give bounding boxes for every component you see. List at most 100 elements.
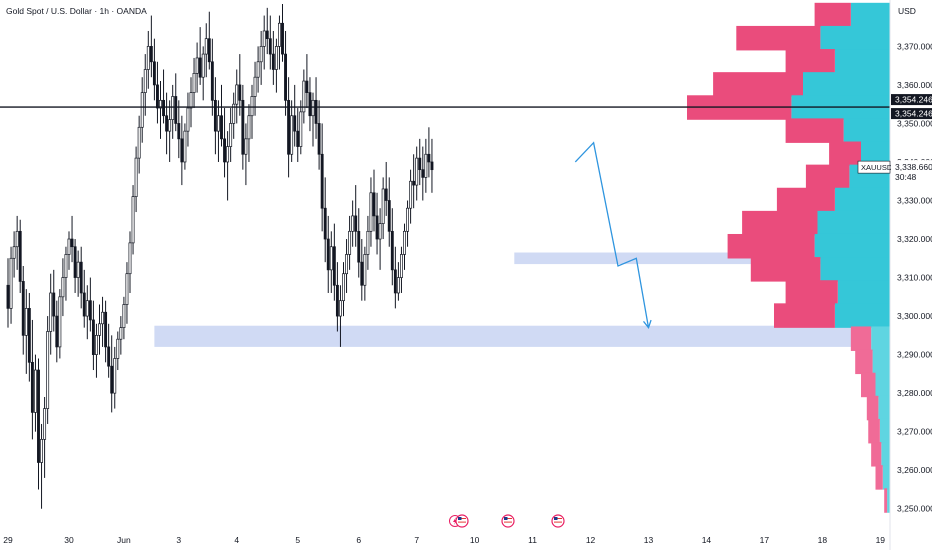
support-zone[interactable] xyxy=(514,252,832,265)
candle-up xyxy=(40,439,44,463)
candle-down xyxy=(372,192,376,217)
volume-profile-buy-bar xyxy=(834,49,890,74)
volume-profile-sell-bar xyxy=(785,49,835,74)
candle-down xyxy=(88,300,92,321)
candle-up xyxy=(113,358,117,394)
hline-price-label: 3,354.246 xyxy=(895,95,932,105)
volume-profile-sell-bar xyxy=(855,349,873,375)
candle-down xyxy=(104,311,108,348)
candle-up xyxy=(61,277,65,298)
symbol-tag-label: XAUUSD xyxy=(861,163,893,172)
candle-up xyxy=(137,126,141,159)
candle-up xyxy=(131,196,135,244)
candle-down xyxy=(308,92,312,117)
candle-up xyxy=(76,261,80,278)
candle-down xyxy=(430,161,434,171)
time-axis[interactable]: 2930Jun34567101112131417181920212425 xyxy=(3,535,932,545)
projection-arrow-layer[interactable] xyxy=(574,141,652,329)
zones-layer xyxy=(154,252,866,347)
candle-up xyxy=(378,223,382,240)
candle-down xyxy=(177,123,181,140)
us-flag-icon[interactable] xyxy=(551,514,565,528)
volume-profile-sell-bar xyxy=(736,25,821,51)
volume-profile-sell-bar xyxy=(850,326,872,351)
flash-bolt xyxy=(453,517,457,525)
volume-profile-sell-bar xyxy=(776,187,835,213)
candle-down xyxy=(149,46,153,63)
candle-down xyxy=(156,84,159,109)
candle-up xyxy=(94,335,98,355)
candle-up xyxy=(259,46,263,63)
candle-down xyxy=(323,207,327,240)
candle-down xyxy=(265,30,269,40)
volume-profile-sell-bar xyxy=(866,395,879,421)
volume-profile-sell-bar xyxy=(829,141,861,167)
candle-up xyxy=(247,115,251,140)
candle-up xyxy=(311,99,315,117)
candle-down xyxy=(427,153,431,163)
candle-up xyxy=(49,292,53,332)
candle-up xyxy=(415,157,419,186)
y-tick-label: 3,370.000 xyxy=(897,41,932,51)
volume-profile-sell-bar xyxy=(884,488,888,513)
volume-profile-sell-bar xyxy=(875,465,883,490)
candle-up xyxy=(342,273,345,302)
candle-up xyxy=(159,99,162,109)
y-tick-label: 3,320.000 xyxy=(897,234,932,244)
candle-up xyxy=(125,273,129,305)
currency-label[interactable]: USD xyxy=(898,6,916,16)
projection-path[interactable] xyxy=(574,141,650,328)
candle-down xyxy=(281,22,284,55)
candle-down xyxy=(198,57,202,78)
y-tick-label: 3,350.000 xyxy=(897,118,932,128)
candle-up xyxy=(381,188,385,224)
candle-up xyxy=(119,327,123,340)
x-tick-label: 6 xyxy=(356,535,361,545)
candle-down xyxy=(387,200,391,232)
candle-up xyxy=(186,107,190,132)
candle-up xyxy=(351,215,355,232)
volume-profile-buy-bar xyxy=(834,303,890,328)
candle-up xyxy=(64,254,68,278)
support-zone[interactable] xyxy=(154,325,866,347)
candle-down xyxy=(6,284,10,309)
candle-down xyxy=(393,269,397,294)
candle-up xyxy=(183,130,187,163)
candle-down xyxy=(220,115,223,140)
x-tick-label: 30 xyxy=(64,535,74,545)
candle-down xyxy=(412,180,416,186)
event-icons-layer[interactable] xyxy=(449,514,565,528)
volume-profile-buy-bar xyxy=(820,257,890,282)
candle-up xyxy=(168,119,172,132)
candle-down xyxy=(52,292,56,317)
volume-profile-buy-bar xyxy=(875,372,890,398)
candle-up xyxy=(98,323,101,336)
candle-up xyxy=(171,96,175,120)
candle-up xyxy=(12,246,16,259)
candle-up xyxy=(235,84,239,105)
projection-arrowhead[interactable] xyxy=(642,319,652,329)
candle-up xyxy=(262,30,266,47)
candle-up xyxy=(146,46,150,70)
x-tick-label: 13 xyxy=(644,535,654,545)
candle-up xyxy=(85,300,89,317)
candle-up xyxy=(46,331,50,409)
candle-down xyxy=(82,292,86,317)
candle-up xyxy=(43,408,47,440)
candle-up xyxy=(116,338,120,359)
x-tick-label: 17 xyxy=(760,535,770,545)
candle-up xyxy=(24,308,28,336)
countdown-label: 30:48 xyxy=(895,172,917,182)
us-flag-icon[interactable] xyxy=(455,514,469,528)
volume-profile-sell-bar xyxy=(785,280,838,305)
candle-down xyxy=(73,246,77,278)
candle-down xyxy=(375,215,379,240)
us-flag-icon[interactable] xyxy=(501,514,515,528)
candle-down xyxy=(332,246,336,286)
candle-up xyxy=(345,254,349,275)
volume-profile-buy-bar xyxy=(878,395,890,421)
candle-down xyxy=(314,99,318,124)
candle-up xyxy=(250,96,254,117)
